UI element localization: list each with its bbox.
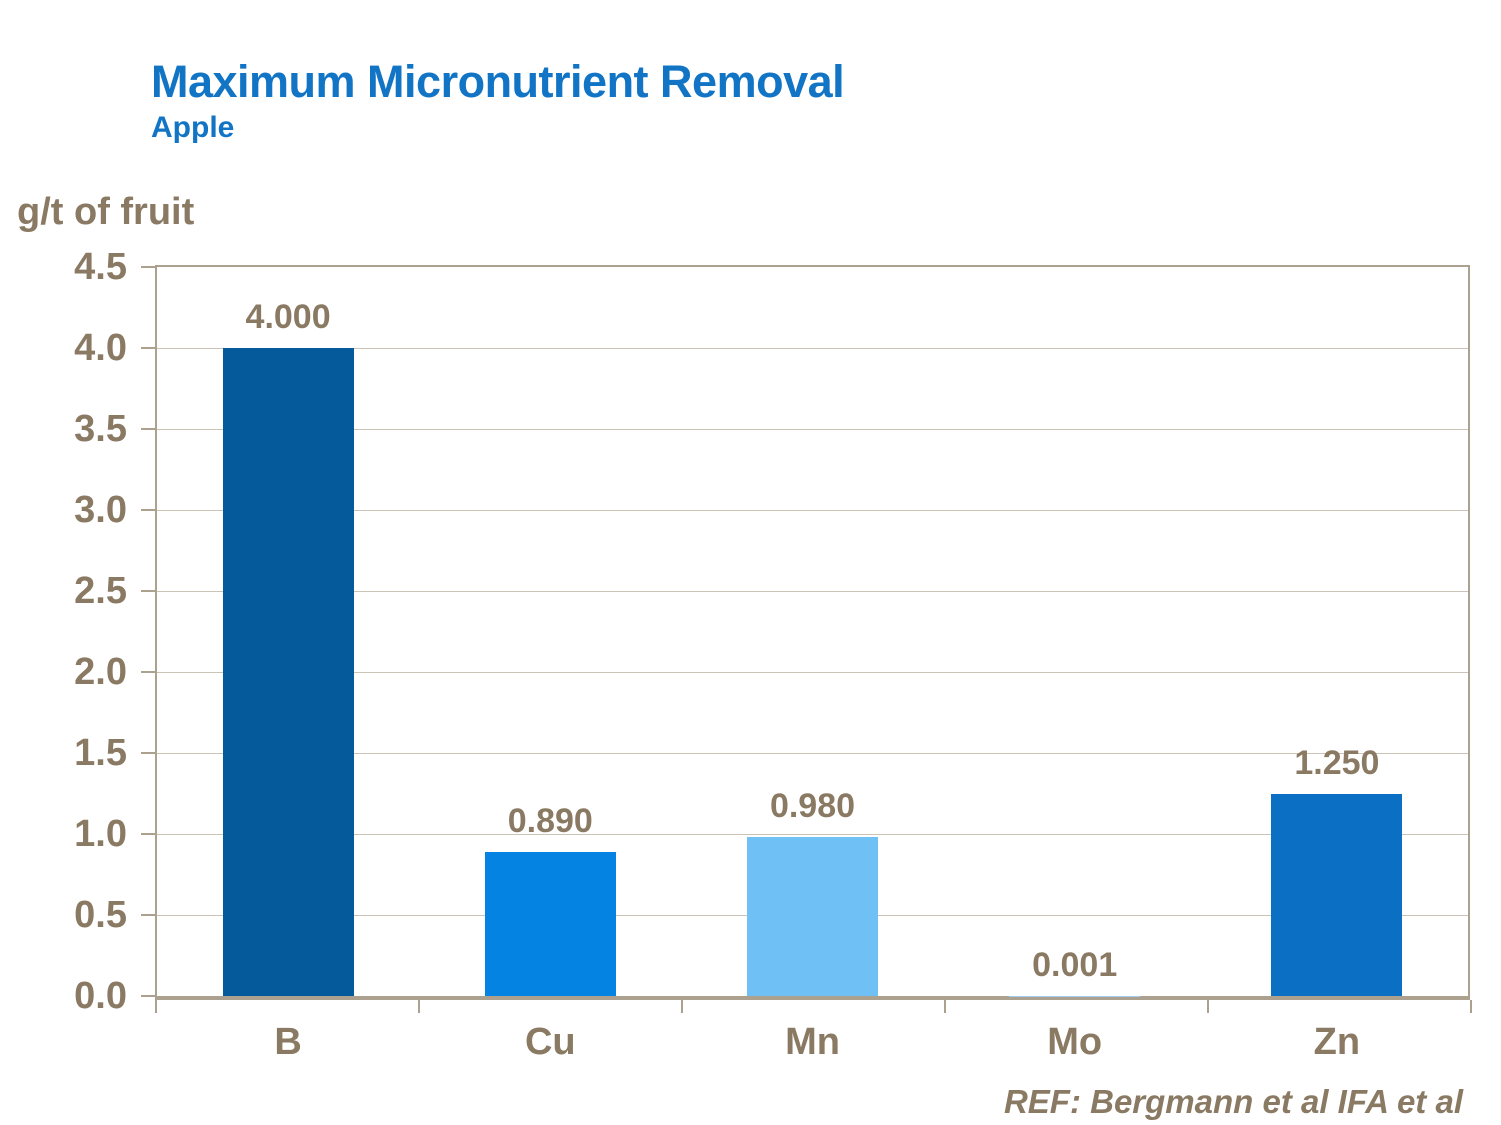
y-tick-label-3.0: 3.0 [74,489,127,531]
y-axis-tick [141,833,155,835]
y-tick-label-0.0: 0.0 [74,975,127,1017]
gridline [157,833,1468,835]
y-tick-label-0.5: 0.5 [74,894,127,936]
x-axis-tick [418,1000,420,1013]
y-tick-label-2.0: 2.0 [74,651,127,693]
bar-Zn [1271,793,1403,996]
y-axis-tick [141,428,155,430]
y-axis-tick [141,914,155,916]
y-axis-title: g/t of fruit [17,191,195,233]
page-title: Maximum Micronutrient Removal [151,56,845,107]
x-category-label-Cu: Cu [524,1021,576,1063]
x-category-label-Zn: Zn [1313,1021,1361,1063]
page-subtitle: Apple [151,111,235,144]
gridline [157,590,1468,592]
bar-Mn [747,837,878,996]
gridline [157,347,1468,349]
y-axis-tick [141,509,155,511]
x-category-label-Mn: Mn [785,1021,840,1063]
y-axis-tick [141,347,155,349]
x-axis-tick [681,1000,683,1013]
bar-value-label-B: 4.000 [245,298,331,336]
x-category-label-B: B [274,1021,302,1063]
y-axis-tick [141,590,155,592]
bar-Cu [484,851,616,996]
bar-value-label-Mo: 0.001 [1032,945,1118,984]
x-axis-tick [155,1000,157,1013]
bar-value-label-Cu: 0.890 [507,801,593,840]
gridline [157,752,1468,754]
y-axis-tick [141,995,155,997]
gridline [157,509,1468,511]
bar-B [222,348,354,996]
y-tick-label-2.5: 2.5 [74,570,127,612]
y-tick-label-1.5: 1.5 [74,732,127,774]
x-axis-tick [1470,1000,1472,1013]
y-axis-tick [141,266,155,268]
x-axis-tick [944,1000,946,1013]
y-tick-label-1.0: 1.0 [74,813,127,855]
bar-value-label-Mn: 0.980 [769,787,856,826]
gridline [157,428,1468,430]
y-tick-label-4.5: 4.5 [74,246,127,288]
plot-area: 4.000 0.890 0.980 0.001 1.250 [155,265,1470,1000]
x-axis-tick [1207,1000,1209,1013]
y-tick-label-3.5: 3.5 [74,408,127,450]
bar-value-label-Zn: 1.250 [1294,743,1380,782]
x-category-label-Mo: Mo [1047,1021,1103,1063]
gridline [157,671,1468,673]
y-axis-tick [141,671,155,673]
y-axis-tick [141,752,155,754]
y-tick-label-4.0: 4.0 [74,327,127,369]
reference-note: REF: Bergmann et al IFA et al [1003,1083,1463,1120]
